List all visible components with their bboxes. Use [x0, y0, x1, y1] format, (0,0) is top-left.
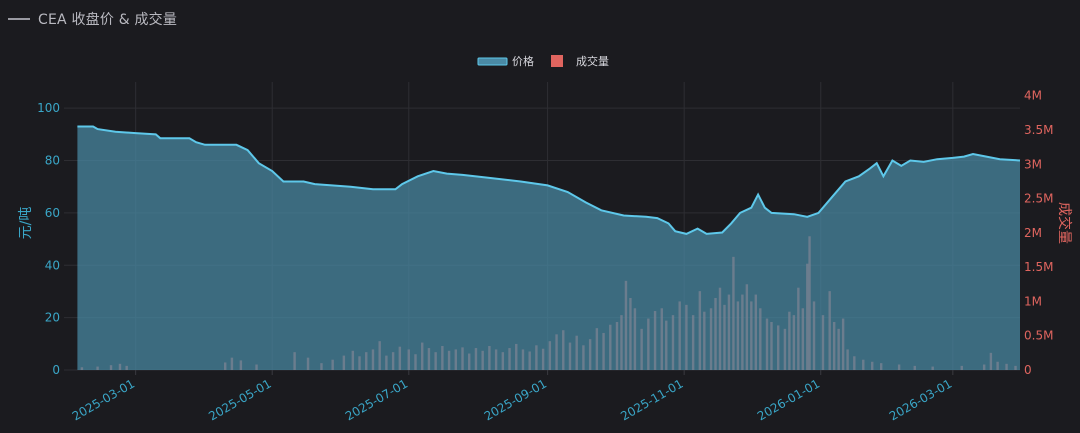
left-tick-label: 40 — [45, 258, 60, 272]
left-axis-title: 元/吨 — [18, 207, 34, 240]
x-tick-label: 2025-09-01 — [482, 376, 549, 423]
legend-price-swatch — [477, 57, 508, 66]
left-tick-label: 100 — [37, 101, 60, 115]
left-axis-ticks: 0 20 40 60 80 100 — [37, 101, 60, 377]
right-tick-label: 3M — [1024, 157, 1042, 171]
x-tick-label: 2025-11-01 — [618, 376, 685, 423]
right-tick-label: 4M — [1024, 89, 1042, 103]
chart-title: CEA 收盘价 & 成交量 — [38, 12, 178, 28]
legend-item-volume[interactable]: 成交量 — [551, 54, 609, 68]
right-tick-label: 1M — [1024, 294, 1042, 308]
price-line — [77, 125, 1021, 235]
x-axis-ticks: 2025-03-01 2025-05-01 2025-07-01 2025-09-01… — [70, 370, 954, 423]
right-tick-label: 2M — [1024, 226, 1042, 240]
legend-volume-swatch — [551, 55, 563, 67]
legend-item-price[interactable]: 价格 — [477, 54, 534, 68]
x-tick-label: 2025-05-01 — [206, 376, 273, 423]
right-tick-label: 2.5M — [1024, 192, 1053, 206]
legend-price-label: 价格 — [512, 54, 534, 68]
legend: 价格 成交量 — [477, 54, 609, 68]
right-axis-title: 成交量 — [1056, 202, 1073, 244]
chart-header: CEA 收盘价 & 成交量 — [8, 8, 177, 30]
left-tick-label: 80 — [45, 154, 60, 168]
x-tick-label: 2026-03-01 — [887, 376, 954, 423]
x-tick-label: 2026-01-01 — [755, 376, 822, 423]
right-tick-label: 3.5M — [1024, 123, 1053, 137]
legend-volume-label: 成交量 — [576, 54, 609, 68]
left-tick-label: 0 — [52, 363, 60, 377]
price-area — [77, 126, 1020, 370]
title-line-icon — [8, 18, 30, 20]
right-tick-label: 0.5M — [1024, 329, 1053, 343]
right-tick-label: 1.5M — [1024, 260, 1053, 274]
x-tick-label: 2025-03-01 — [70, 376, 137, 423]
left-tick-label: 20 — [45, 311, 60, 325]
x-tick-label: 2025-07-01 — [343, 376, 410, 423]
left-tick-label: 60 — [45, 206, 60, 220]
right-tick-label: 0 — [1024, 363, 1032, 377]
right-axis-ticks: 0 0.5M 1M 1.5M 2M 2.5M 3M 3.5M 4M — [1024, 89, 1053, 377]
